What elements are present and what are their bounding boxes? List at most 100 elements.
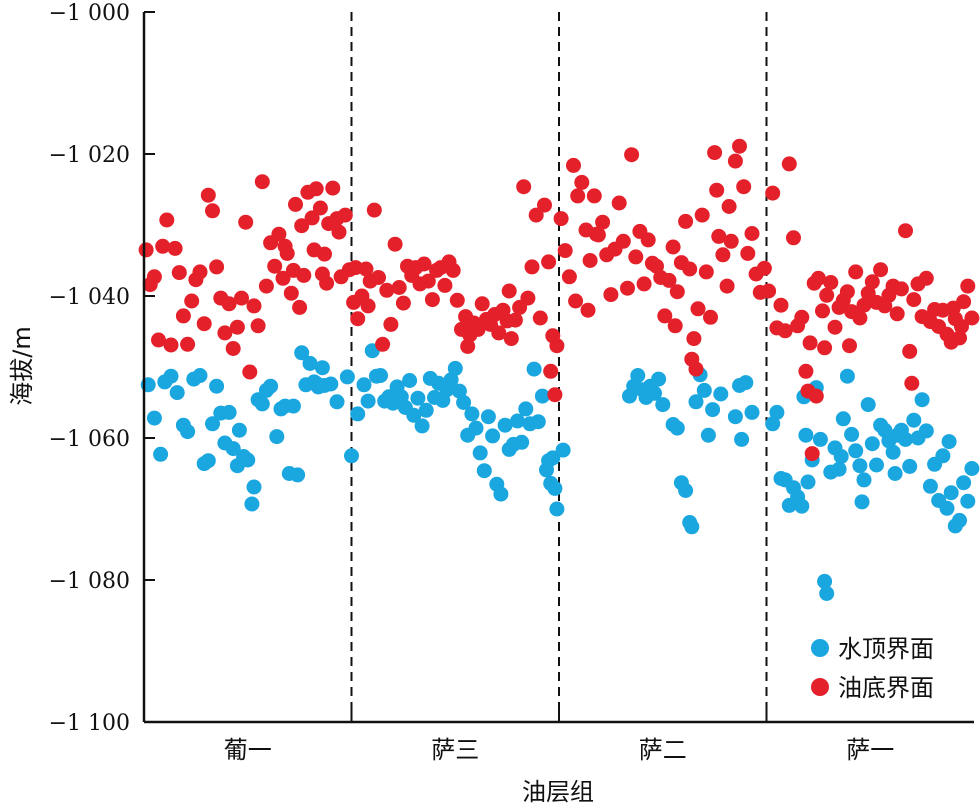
point-series1-111: [678, 483, 694, 498]
point-series2-51: [306, 242, 322, 258]
point-series2-83: [449, 292, 465, 308]
point-series2-175: [773, 297, 789, 313]
y-tick-label-4: −1 060: [49, 427, 130, 452]
point-series2-195: [856, 297, 872, 313]
point-series1-139: [819, 586, 835, 601]
point-series2-229: [904, 375, 920, 391]
point-series1-51: [373, 368, 388, 383]
data-points: [138, 138, 980, 601]
point-series2-223: [817, 340, 833, 356]
point-series1-77: [480, 409, 496, 425]
y-tick-label-2: −1 020: [49, 143, 130, 168]
point-series2-157: [732, 138, 747, 154]
point-series1-73: [464, 406, 480, 422]
point-series1-107: [655, 397, 671, 413]
point-series2-150: [703, 309, 718, 325]
x-category-label-4: 萨一: [846, 736, 894, 764]
point-series1-78: [485, 428, 501, 444]
point-series1-126: [769, 404, 785, 420]
y-axis-title: 海拔/m: [8, 326, 36, 405]
point-series1-113: [684, 519, 700, 535]
point-series2-151: [707, 145, 723, 161]
point-series1-162: [914, 392, 930, 408]
point-series1-43: [339, 369, 355, 385]
point-series2-185: [815, 303, 830, 319]
point-series1-147: [852, 458, 868, 474]
point-series1-163: [918, 423, 934, 439]
point-series1-176: [887, 466, 903, 481]
point-series2-113: [501, 283, 517, 299]
point-series2-75: [416, 256, 432, 272]
x-category-label-2: 萨三: [431, 736, 479, 764]
y-tick-label-1: −1 000: [49, 1, 130, 26]
point-series1-134: [800, 474, 816, 490]
point-series2-27: [246, 298, 262, 314]
point-series2-176: [777, 323, 793, 339]
point-series1-26: [254, 396, 270, 412]
point-series2-100: [520, 290, 536, 306]
point-series1-123: [734, 431, 750, 447]
point-series2-9: [171, 265, 187, 281]
point-series2-221: [964, 310, 980, 326]
point-series1-17: [221, 404, 237, 420]
point-series1-18: [225, 441, 241, 457]
point-series2-17: [205, 203, 220, 219]
point-series1-96: [344, 448, 359, 464]
point-series2-171: [588, 226, 604, 242]
point-series1-150: [864, 436, 880, 452]
point-series1-172: [956, 475, 972, 491]
point-series1-37: [302, 355, 318, 371]
point-series1-114: [688, 394, 704, 410]
point-series1-61: [414, 418, 430, 434]
point-series2-158: [736, 179, 752, 195]
axes: [142, 11, 974, 724]
point-series2-77: [424, 292, 440, 308]
point-series1-149: [860, 397, 876, 413]
point-series2-137: [649, 258, 664, 274]
point-series2-173: [765, 185, 781, 201]
point-series2-134: [636, 276, 652, 292]
point-series1-94: [549, 501, 565, 517]
point-series2-186: [819, 287, 835, 303]
point-series2-141: [665, 239, 681, 255]
point-series1-109: [669, 420, 685, 436]
point-series2-89: [474, 296, 490, 312]
point-series2-30: [258, 278, 274, 294]
point-series2-18: [209, 259, 225, 275]
point-series2-33: [271, 226, 287, 242]
point-series1-23: [244, 496, 260, 512]
point-series1-29: [269, 429, 285, 445]
point-series1-33: [285, 398, 301, 414]
point-series1-62: [418, 402, 434, 418]
point-series2-205: [898, 223, 913, 239]
point-series2-182: [802, 335, 818, 351]
x-category-label-3: 萨二: [639, 736, 687, 764]
point-series2-227: [954, 319, 969, 334]
point-series2-38: [292, 299, 308, 315]
point-series1-71: [456, 395, 472, 410]
point-series2-46: [325, 180, 341, 196]
legend-label-water-top: 水顶界面: [838, 635, 934, 663]
point-series1-35: [294, 345, 310, 361]
point-series1-122: [738, 375, 754, 391]
point-series2-99: [516, 179, 532, 195]
point-series2-188: [827, 319, 843, 335]
point-series2-132: [628, 249, 644, 265]
point-series2-43: [312, 200, 328, 216]
point-series2-228: [842, 338, 857, 354]
point-series2-10: [175, 308, 191, 324]
point-series1-105: [647, 385, 662, 401]
point-series2-4: [151, 332, 166, 348]
x-category-label-1: 葡一: [224, 736, 272, 764]
point-series2-129: [615, 233, 631, 249]
point-series1-6: [169, 385, 185, 401]
point-series2-82: [445, 262, 461, 278]
point-series1-164: [922, 478, 938, 494]
point-series1-93: [547, 480, 563, 496]
point-series2-55: [285, 262, 301, 278]
point-series1-116: [696, 382, 712, 398]
point-series1-168: [939, 500, 955, 516]
point-series1-75: [472, 445, 488, 461]
point-series2-159: [740, 245, 756, 261]
point-series1-85: [514, 434, 530, 450]
